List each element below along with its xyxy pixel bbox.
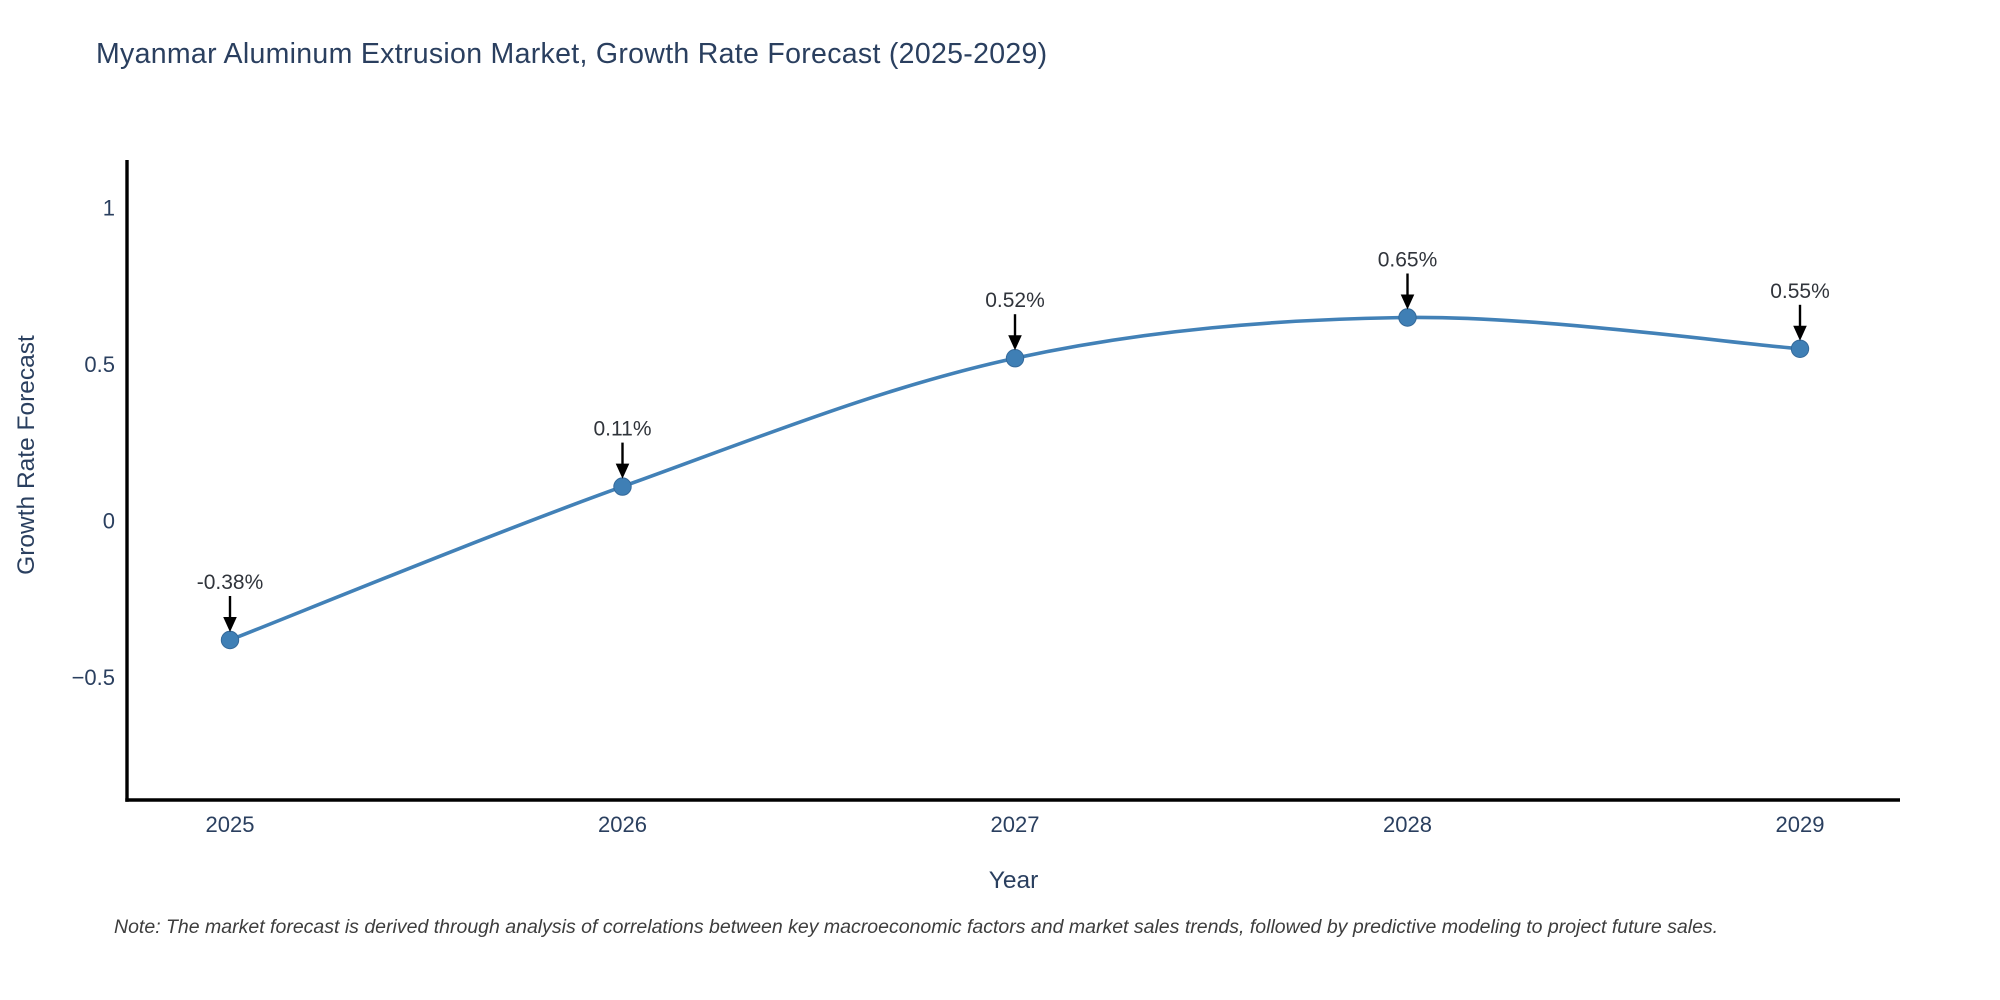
point-annotation-label: 0.65%: [1378, 249, 1438, 272]
x-tick-label: 2025: [206, 812, 255, 837]
annotation-arrowhead: [223, 617, 237, 632]
y-tick-label: 0: [103, 509, 115, 534]
x-tick-label: 2028: [1383, 812, 1432, 837]
annotation-arrowhead: [1008, 335, 1022, 351]
annotation-arrowhead: [1793, 325, 1807, 341]
point-annotation-label: 0.11%: [594, 418, 652, 441]
data-point-marker[interactable]: [1398, 308, 1417, 327]
data-point-marker[interactable]: [1005, 349, 1025, 368]
point-annotation-label: 0.52%: [985, 289, 1045, 312]
data-point-marker[interactable]: [613, 477, 632, 496]
y-tick-label: −0.5: [72, 665, 115, 690]
footnote: Note: The market forecast is derived thr…: [114, 916, 1719, 938]
point-annotation-label: 0.55%: [1770, 280, 1830, 303]
x-tick-label: 2027: [991, 812, 1040, 837]
point-annotation-label: -0.38%: [197, 571, 264, 594]
y-axis-title: Growth Rate Forecast: [13, 335, 40, 575]
y-tick-label: 0.5: [84, 352, 115, 377]
annotation-arrowhead: [1400, 294, 1415, 310]
x-tick-label: 2029: [1776, 812, 1825, 837]
annotation-arrowhead: [615, 463, 630, 479]
x-tick-label: 2026: [598, 812, 647, 837]
data-point-marker[interactable]: [220, 630, 240, 650]
chart-title: Myanmar Aluminum Extrusion Market, Growt…: [96, 38, 1048, 70]
data-point-marker[interactable]: [1790, 339, 1810, 358]
x-axis-title: Year: [989, 867, 1039, 894]
y-tick-label: 1: [103, 195, 115, 220]
